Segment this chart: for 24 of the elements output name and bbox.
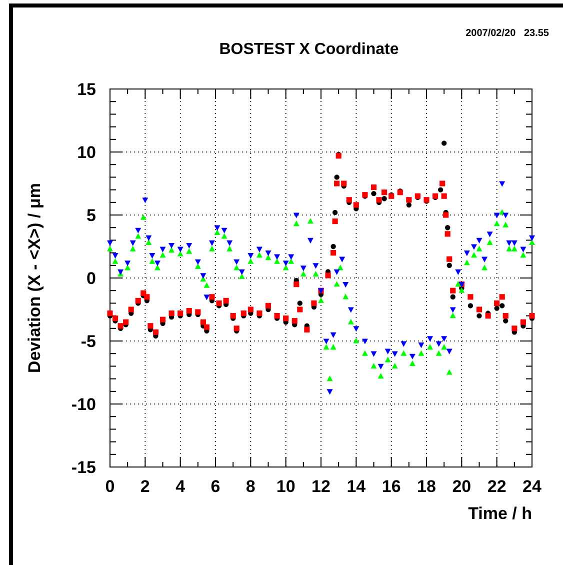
y-tick-label: 10 (77, 143, 96, 162)
x-tick-label: 8 (246, 477, 256, 496)
x-tick-label: 4 (176, 477, 186, 496)
chart-title: BOSTEST X Coordinate (219, 41, 399, 58)
y-tick-label: -10 (71, 395, 96, 414)
x-tick-label: 12 (312, 477, 330, 496)
x-tick-label: 2 (140, 477, 150, 496)
y-axis-title: Deviation (X - <X>) / μm (25, 183, 44, 373)
x-tick-label: 14 (346, 477, 366, 496)
text: 2007/02/20 23.55 (466, 28, 550, 39)
x-tick-label: 6 (210, 477, 220, 496)
x-tick-label: 22 (487, 477, 506, 496)
y-tick-label: 0 (86, 269, 96, 288)
y-tick-label: 15 (77, 80, 96, 99)
x-axis-title: Time / h (468, 504, 532, 523)
y-tick-label: -5 (80, 332, 96, 351)
y-tick-label: -15 (71, 458, 96, 477)
x-tick-label: 16 (382, 477, 401, 496)
x-tick-label: 18 (417, 477, 436, 496)
x-tick-label: 0 (105, 477, 115, 496)
x-tick-label: 24 (522, 477, 542, 496)
y-tick-label: 5 (86, 206, 96, 225)
x-tick-label: 20 (452, 477, 472, 496)
x-tick-label: 10 (276, 477, 296, 496)
